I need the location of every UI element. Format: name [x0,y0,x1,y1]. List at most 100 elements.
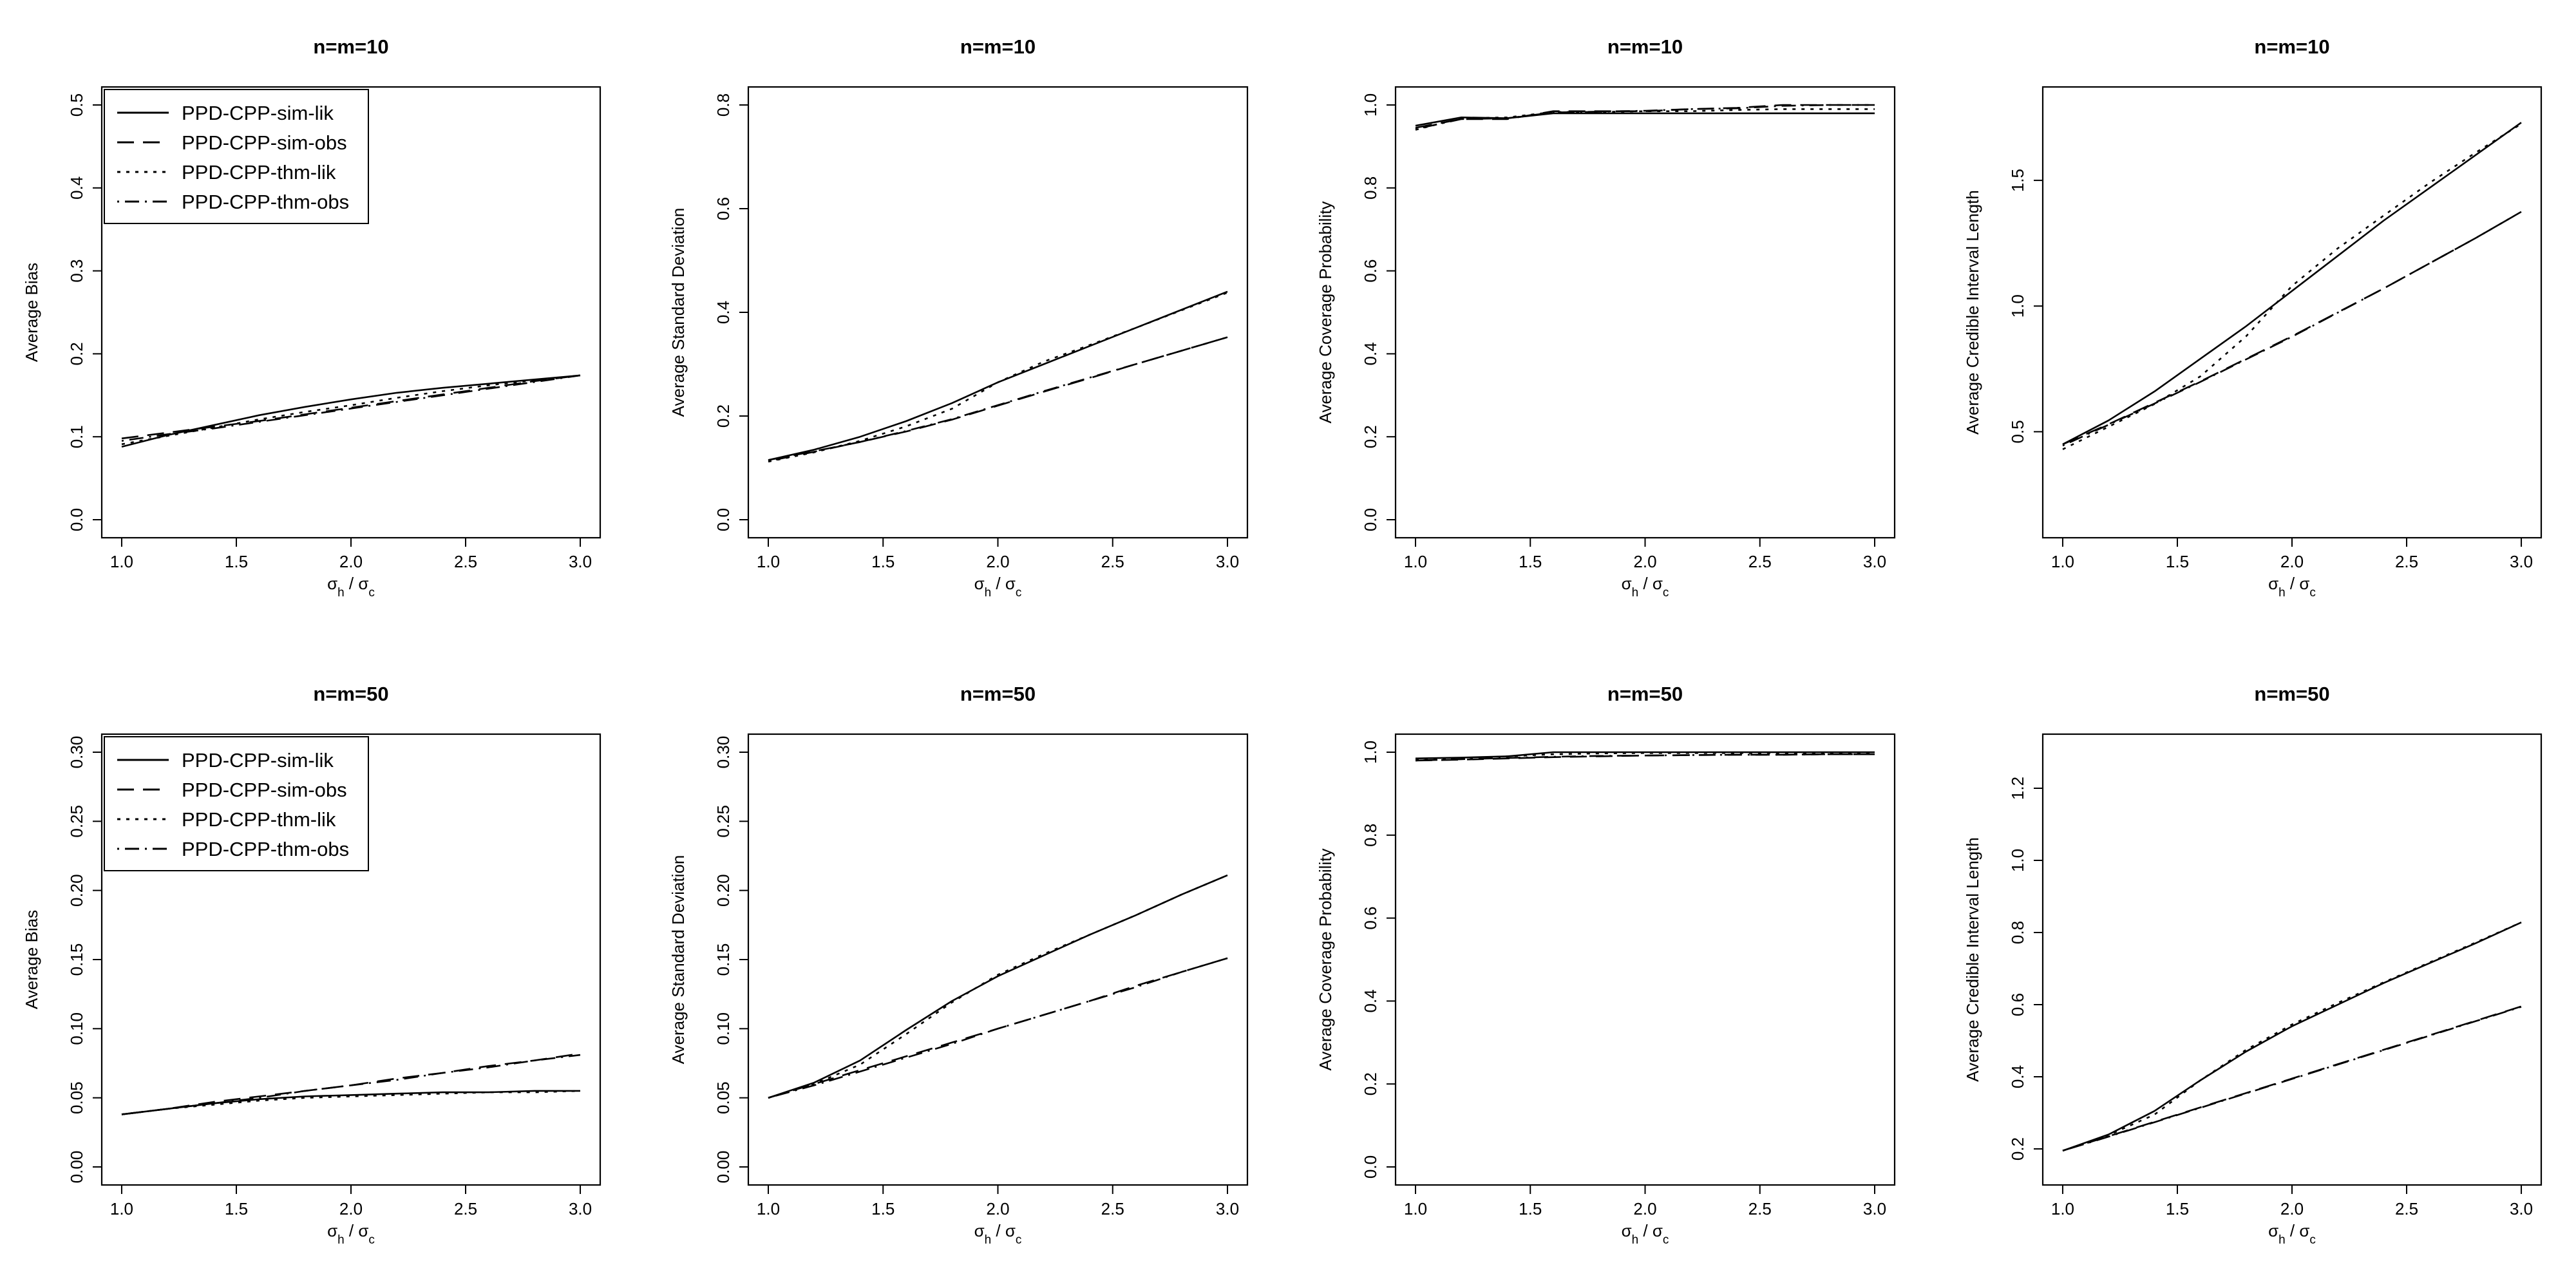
y-tick-label: 0.6 [2008,993,2027,1016]
x-tick-label: 2.5 [2395,1199,2418,1218]
series-line-ppd-cpp-thm-obs [768,336,1228,462]
y-tick-label: 0.05 [67,1081,86,1114]
series-line-ppd-cpp-sim-lik [1415,751,1875,759]
chart-title: n=m=10 [313,35,388,58]
y-tick-label: 0.6 [1361,907,1380,930]
series-line-ppd-cpp-sim-obs [768,336,1228,461]
chart-panel-4: n=m=10 1.0 1.5 2.0 2.5 3.0 0.5 1.0 1.5 σh / σc Ave… [1963,35,2543,600]
series-line-ppd-cpp-sim-lik [2062,922,2522,1152]
y-tick-label: 0.8 [2008,921,2027,944]
series-line-ppd-cpp-thm-lik [768,292,1228,463]
chart-title: n=m=10 [960,35,1036,58]
y-tick-label: 0.00 [67,1151,86,1184]
y-tick-label: 1.2 [2008,777,2027,800]
y-tick-label: 1.0 [1361,93,1380,117]
x-tick-label: 2.5 [1101,552,1124,571]
y-tick-label: 0.10 [714,1012,733,1045]
y-tick-label: 0.15 [714,943,733,976]
series-line-ppd-cpp-thm-obs [121,374,581,442]
x-tick-label: 2.0 [2280,1199,2304,1218]
y-tick-label: 0.25 [714,805,733,838]
y-tick-label: 0.1 [67,425,86,448]
y-tick-label: 0.20 [714,874,733,907]
x-tick-label: 1.0 [110,552,133,571]
x-axis-label: σh / σc [327,574,375,600]
plot-frame [1394,86,1896,539]
x-tick-label: 1.5 [2166,552,2189,571]
y-tick-label: 0.3 [67,260,86,283]
x-tick-label: 1.0 [1404,552,1427,571]
x-axis-label: σh / σc [2268,1221,2316,1247]
y-tick-label: 0.30 [67,736,86,769]
y-tick-label: 1.0 [2008,294,2027,317]
plot-frame [747,86,1249,539]
legend-label: PPD-CPP-thm-obs [182,191,349,213]
plot-frame [2041,733,2543,1186]
series-line-ppd-cpp-thm-obs [1415,753,1875,762]
x-tick-label: 3.0 [1863,1199,1886,1218]
x-tick-label: 1.0 [1404,1199,1427,1218]
chart-title: n=m=10 [2254,35,2329,58]
x-tick-label: 2.0 [339,552,363,571]
series-line-ppd-cpp-thm-obs [1415,104,1875,130]
x-tick-label: 1.0 [110,1199,133,1218]
y-tick-label: 0.25 [67,805,86,838]
y-tick-label: 0.2 [2008,1137,2027,1160]
y-tick-label: 0.0 [67,508,86,531]
legend-label: PPD-CPP-thm-lik [182,808,336,831]
series-line-ppd-cpp-sim-lik [768,874,1228,1099]
chart-panel-1: n=m=10 1.0 1.5 2.0 2.5 3.0 0.0 0.1 0.2 0.3 0.4 0.5 σ… [22,35,601,600]
y-tick-label: 0.05 [714,1081,733,1114]
y-tick-label: 0.2 [1361,425,1380,448]
series-line-ppd-cpp-thm-lik [2062,123,2522,450]
y-axis-label: Average Standard Deviation [668,208,688,417]
y-axis-label: Average Bias [22,263,41,362]
x-tick-label: 3.0 [1863,552,1886,571]
x-tick-label: 2.0 [339,1199,363,1218]
y-axis-label: Average Bias [22,910,41,1009]
y-tick-label: 0.10 [67,1012,86,1045]
y-tick-label: 1.0 [2008,849,2027,872]
y-tick-label: 0.00 [714,1151,733,1184]
x-tick-label: 1.5 [225,552,248,571]
chart-panel-3: n=m=10 1.0 1.5 2.0 2.5 3.0 0.0 0.2 0.4 0.6 0.8 1.0 σ… [1316,35,1896,600]
x-tick-label: 2.0 [986,552,1009,571]
x-tick-label: 1.5 [871,552,895,571]
y-axis-label: Average Credible Interval Length [1963,837,1982,1082]
y-tick-label: 0.2 [67,342,86,365]
x-axis-label: σh / σc [974,574,1022,600]
legend-label: PPD-CPP-sim-lik [182,749,334,772]
x-tick-label: 1.0 [2051,552,2074,571]
y-tick-label: 0.2 [714,404,733,428]
series-line-ppd-cpp-sim-obs [121,374,581,440]
y-axis-label: Average Coverage Probability [1316,849,1335,1071]
y-tick-label: 0.20 [67,874,86,907]
x-tick-label: 2.5 [454,552,477,571]
series-line-ppd-cpp-sim-lik [121,1090,580,1115]
y-tick-label: 0.6 [714,197,733,220]
x-axis-label: σh / σc [1622,1221,1669,1247]
plot-frame [2041,86,2543,539]
series-line-ppd-cpp-thm-lik [768,874,1228,1099]
y-tick-label: 1.5 [2008,169,2027,192]
x-axis-label: σh / σc [2268,574,2316,600]
x-tick-label: 2.0 [1633,1199,1656,1218]
chart-panel-8: n=m=50 1.0 1.5 2.0 2.5 3.0 0.2 0.4 0.6 0.8 1.0 1.2 σ… [1963,683,2543,1247]
x-tick-label: 3.0 [2510,552,2533,571]
y-tick-label: 0.4 [2008,1065,2027,1088]
series-line-ppd-cpp-sim-obs [121,1052,581,1115]
y-tick-label: 0.6 [1361,260,1380,283]
x-tick-label: 3.0 [1216,1199,1239,1218]
series-line-ppd-cpp-thm-lik [2062,922,2522,1152]
series-line-ppd-cpp-sim-lik [768,290,1228,461]
x-tick-label: 2.5 [1101,1199,1124,1218]
x-tick-label: 3.0 [569,1199,592,1218]
legend-label: PPD-CPP-thm-lik [182,161,336,184]
y-tick-label: 0.8 [1361,824,1380,847]
chart-title: n=m=50 [2254,683,2329,705]
y-tick-label: 0.5 [67,93,86,117]
plot-frame [1394,733,1896,1186]
y-tick-label: 0.8 [1361,176,1380,200]
x-tick-label: 1.0 [757,1199,780,1218]
